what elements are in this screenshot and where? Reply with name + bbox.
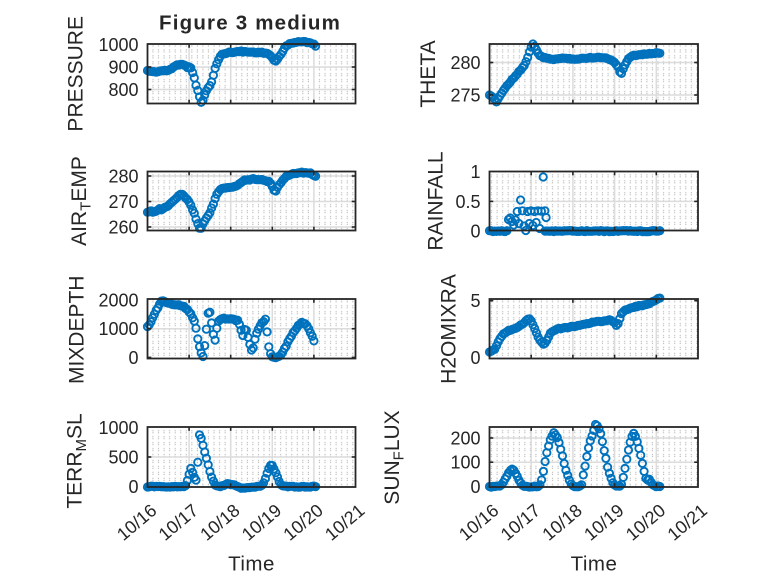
svg-text:RAINFALL: RAINFALL <box>425 151 448 250</box>
svg-text:900: 900 <box>108 57 138 77</box>
svg-text:Time: Time <box>228 553 275 576</box>
svg-text:THETA: THETA <box>417 40 440 107</box>
svg-text:500: 500 <box>108 447 138 467</box>
svg-text:Time: Time <box>571 553 618 576</box>
svg-text:0: 0 <box>470 221 480 241</box>
svg-text:200: 200 <box>450 428 480 448</box>
svg-text:5: 5 <box>470 291 480 311</box>
svg-text:0: 0 <box>470 477 480 497</box>
svg-text:H2OMIXRA: H2OMIXRA <box>438 274 461 384</box>
svg-text:275: 275 <box>450 85 480 105</box>
svg-text:Figure 3 medium: Figure 3 medium <box>159 12 341 35</box>
svg-text:1000: 1000 <box>98 319 138 339</box>
svg-text:TERRMSL: TERRMSL <box>64 413 91 508</box>
svg-text:280: 280 <box>450 53 480 73</box>
svg-text:270: 270 <box>108 192 138 212</box>
svg-text:260: 260 <box>108 217 138 237</box>
svg-text:1000: 1000 <box>98 35 138 55</box>
svg-text:800: 800 <box>108 80 138 100</box>
svg-text:1000: 1000 <box>98 418 138 438</box>
svg-text:0: 0 <box>470 348 480 368</box>
svg-text:2000: 2000 <box>98 290 138 310</box>
svg-text:0: 0 <box>128 477 138 497</box>
svg-text:1: 1 <box>470 162 480 182</box>
svg-text:MIXDEPTH: MIXDEPTH <box>66 276 89 385</box>
svg-text:AIRTEMP: AIRTEMP <box>68 156 95 246</box>
svg-text:0.5: 0.5 <box>455 192 480 212</box>
svg-text:100: 100 <box>450 453 480 473</box>
svg-text:0: 0 <box>128 348 138 368</box>
svg-text:280: 280 <box>108 166 138 186</box>
svg-text:PRESSURE: PRESSURE <box>64 16 87 132</box>
